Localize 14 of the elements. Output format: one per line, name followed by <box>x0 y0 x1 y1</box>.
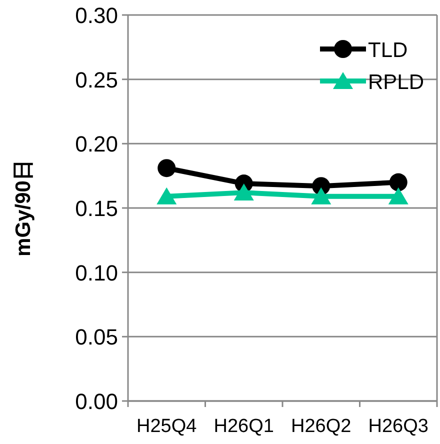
y-tick-label: 0.05 <box>75 324 118 350</box>
legend-label: RPLD <box>368 71 424 94</box>
x-tick-label: H25Q4 <box>136 416 198 437</box>
x-tick-label: H26Q1 <box>214 416 274 437</box>
y-tick-label: 0.10 <box>75 260 118 286</box>
y-tick-label: 0.30 <box>75 3 118 28</box>
y-tick-label: 0.15 <box>75 196 118 221</box>
y-axis-title: mGy/90日 <box>12 160 35 256</box>
y-tick-label: 0.20 <box>75 132 118 157</box>
x-tick-label: H26Q2 <box>291 416 352 437</box>
x-tick-label: H26Q3 <box>368 416 428 437</box>
legend-label: TLD <box>368 39 408 62</box>
y-tick-label: 0.25 <box>75 67 118 92</box>
y-tick-label: 0.00 <box>75 389 118 414</box>
